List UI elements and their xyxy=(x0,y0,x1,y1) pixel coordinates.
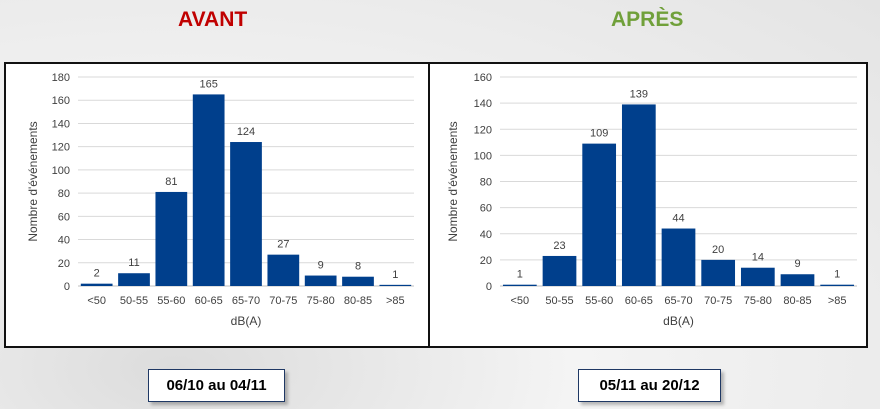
y-tick-label: 40 xyxy=(58,235,70,247)
data-label: 23 xyxy=(553,240,565,252)
y-tick-label: 120 xyxy=(52,142,70,154)
bar xyxy=(542,255,577,286)
data-label: 14 xyxy=(752,252,764,264)
y-tick-label: 160 xyxy=(474,72,492,84)
data-label: 139 xyxy=(630,88,648,100)
y-tick-label: 140 xyxy=(474,98,492,110)
y-tick-label: 160 xyxy=(52,95,70,107)
bar xyxy=(118,273,150,286)
y-tick-label: 180 xyxy=(52,72,70,84)
bar xyxy=(230,142,262,286)
date-range-avant: 06/10 au 04/11 xyxy=(148,369,285,402)
chart-avant: 0204060801001201401601802<501150-558155-… xyxy=(26,72,414,328)
data-label: 1 xyxy=(392,269,398,281)
data-label: 8 xyxy=(355,261,361,273)
bar xyxy=(701,259,736,286)
x-tick-label: 60-65 xyxy=(625,295,653,307)
y-axis-title: Nombre d'événements xyxy=(26,121,40,241)
x-tick-label: 80-85 xyxy=(783,295,811,307)
y-tick-label: 0 xyxy=(486,281,492,293)
data-label: 1 xyxy=(517,269,523,281)
bar xyxy=(780,274,815,286)
bar xyxy=(661,228,696,286)
x-tick-label: 80-85 xyxy=(344,295,372,307)
y-tick-label: 40 xyxy=(480,229,492,241)
chart-panel-apres: 0 20 40 60 80 100 120 140 160 1 <50 23 50-55 109 55-60… xyxy=(428,62,868,348)
y-tick-label: 100 xyxy=(52,165,70,177)
data-label: 165 xyxy=(199,78,217,90)
bar xyxy=(267,254,300,286)
x-axis-title: dB(A) xyxy=(663,314,694,328)
y-axis-title: Nombre d'événements xyxy=(446,121,460,241)
data-label: 27 xyxy=(277,239,289,251)
x-tick-label: 75-80 xyxy=(744,295,772,307)
bar xyxy=(155,191,188,286)
bar xyxy=(582,143,617,286)
x-tick-label: >85 xyxy=(386,295,405,307)
chart-panel-avant: 0 20 40 60 80 100 120 140 160 180 2 <50 11 50-55 81 55-… xyxy=(4,62,430,348)
x-tick-label: <50 xyxy=(87,295,106,307)
data-label: 81 xyxy=(165,176,177,188)
data-label: 20 xyxy=(712,244,724,256)
x-tick-label: >85 xyxy=(828,295,847,307)
x-tick-label: 50-55 xyxy=(120,295,148,307)
x-tick-label: 65-70 xyxy=(232,295,260,307)
data-label: 9 xyxy=(318,260,324,272)
heading-avant: AVANT xyxy=(178,8,248,31)
data-label: 1 xyxy=(834,269,840,281)
bar xyxy=(192,94,225,287)
y-tick-label: 80 xyxy=(480,177,492,189)
x-tick-label: 70-75 xyxy=(269,295,297,307)
y-tick-label: 20 xyxy=(58,258,70,270)
y-tick-label: 80 xyxy=(58,188,70,200)
x-tick-label: <50 xyxy=(510,295,529,307)
bar xyxy=(342,276,374,286)
x-tick-label: 50-55 xyxy=(545,295,573,307)
data-label: 44 xyxy=(672,213,684,225)
bar xyxy=(379,284,412,286)
x-axis-title: dB(A) xyxy=(231,314,262,328)
data-label: 109 xyxy=(590,128,608,140)
data-label: 124 xyxy=(237,126,255,138)
bar xyxy=(621,104,656,287)
y-tick-label: 140 xyxy=(52,118,70,130)
x-tick-label: 65-70 xyxy=(664,295,692,307)
bar xyxy=(820,284,855,286)
y-tick-label: 120 xyxy=(474,124,492,136)
y-tick-label: 60 xyxy=(480,203,492,215)
x-tick-label: 55-60 xyxy=(157,295,185,307)
heading-apres: APRÈS xyxy=(611,8,684,31)
chart-apres: 0204060801001201401601<502350-5510955-60… xyxy=(446,72,857,328)
bar xyxy=(80,283,113,286)
bar xyxy=(502,284,537,286)
x-tick-label: 55-60 xyxy=(585,295,613,307)
data-label: 9 xyxy=(794,258,800,270)
x-tick-label: 60-65 xyxy=(195,295,223,307)
data-label: 11 xyxy=(128,257,139,269)
x-tick-label: 75-80 xyxy=(307,295,335,307)
y-tick-label: 60 xyxy=(58,211,70,223)
data-label: 2 xyxy=(94,268,100,280)
y-tick-label: 100 xyxy=(474,150,492,162)
date-range-apres: 05/11 au 20/12 xyxy=(578,369,721,402)
x-tick-label: 70-75 xyxy=(704,295,732,307)
y-tick-label: 0 xyxy=(64,281,70,293)
bar xyxy=(740,267,775,286)
y-tick-label: 20 xyxy=(480,255,492,267)
bar xyxy=(304,275,337,286)
